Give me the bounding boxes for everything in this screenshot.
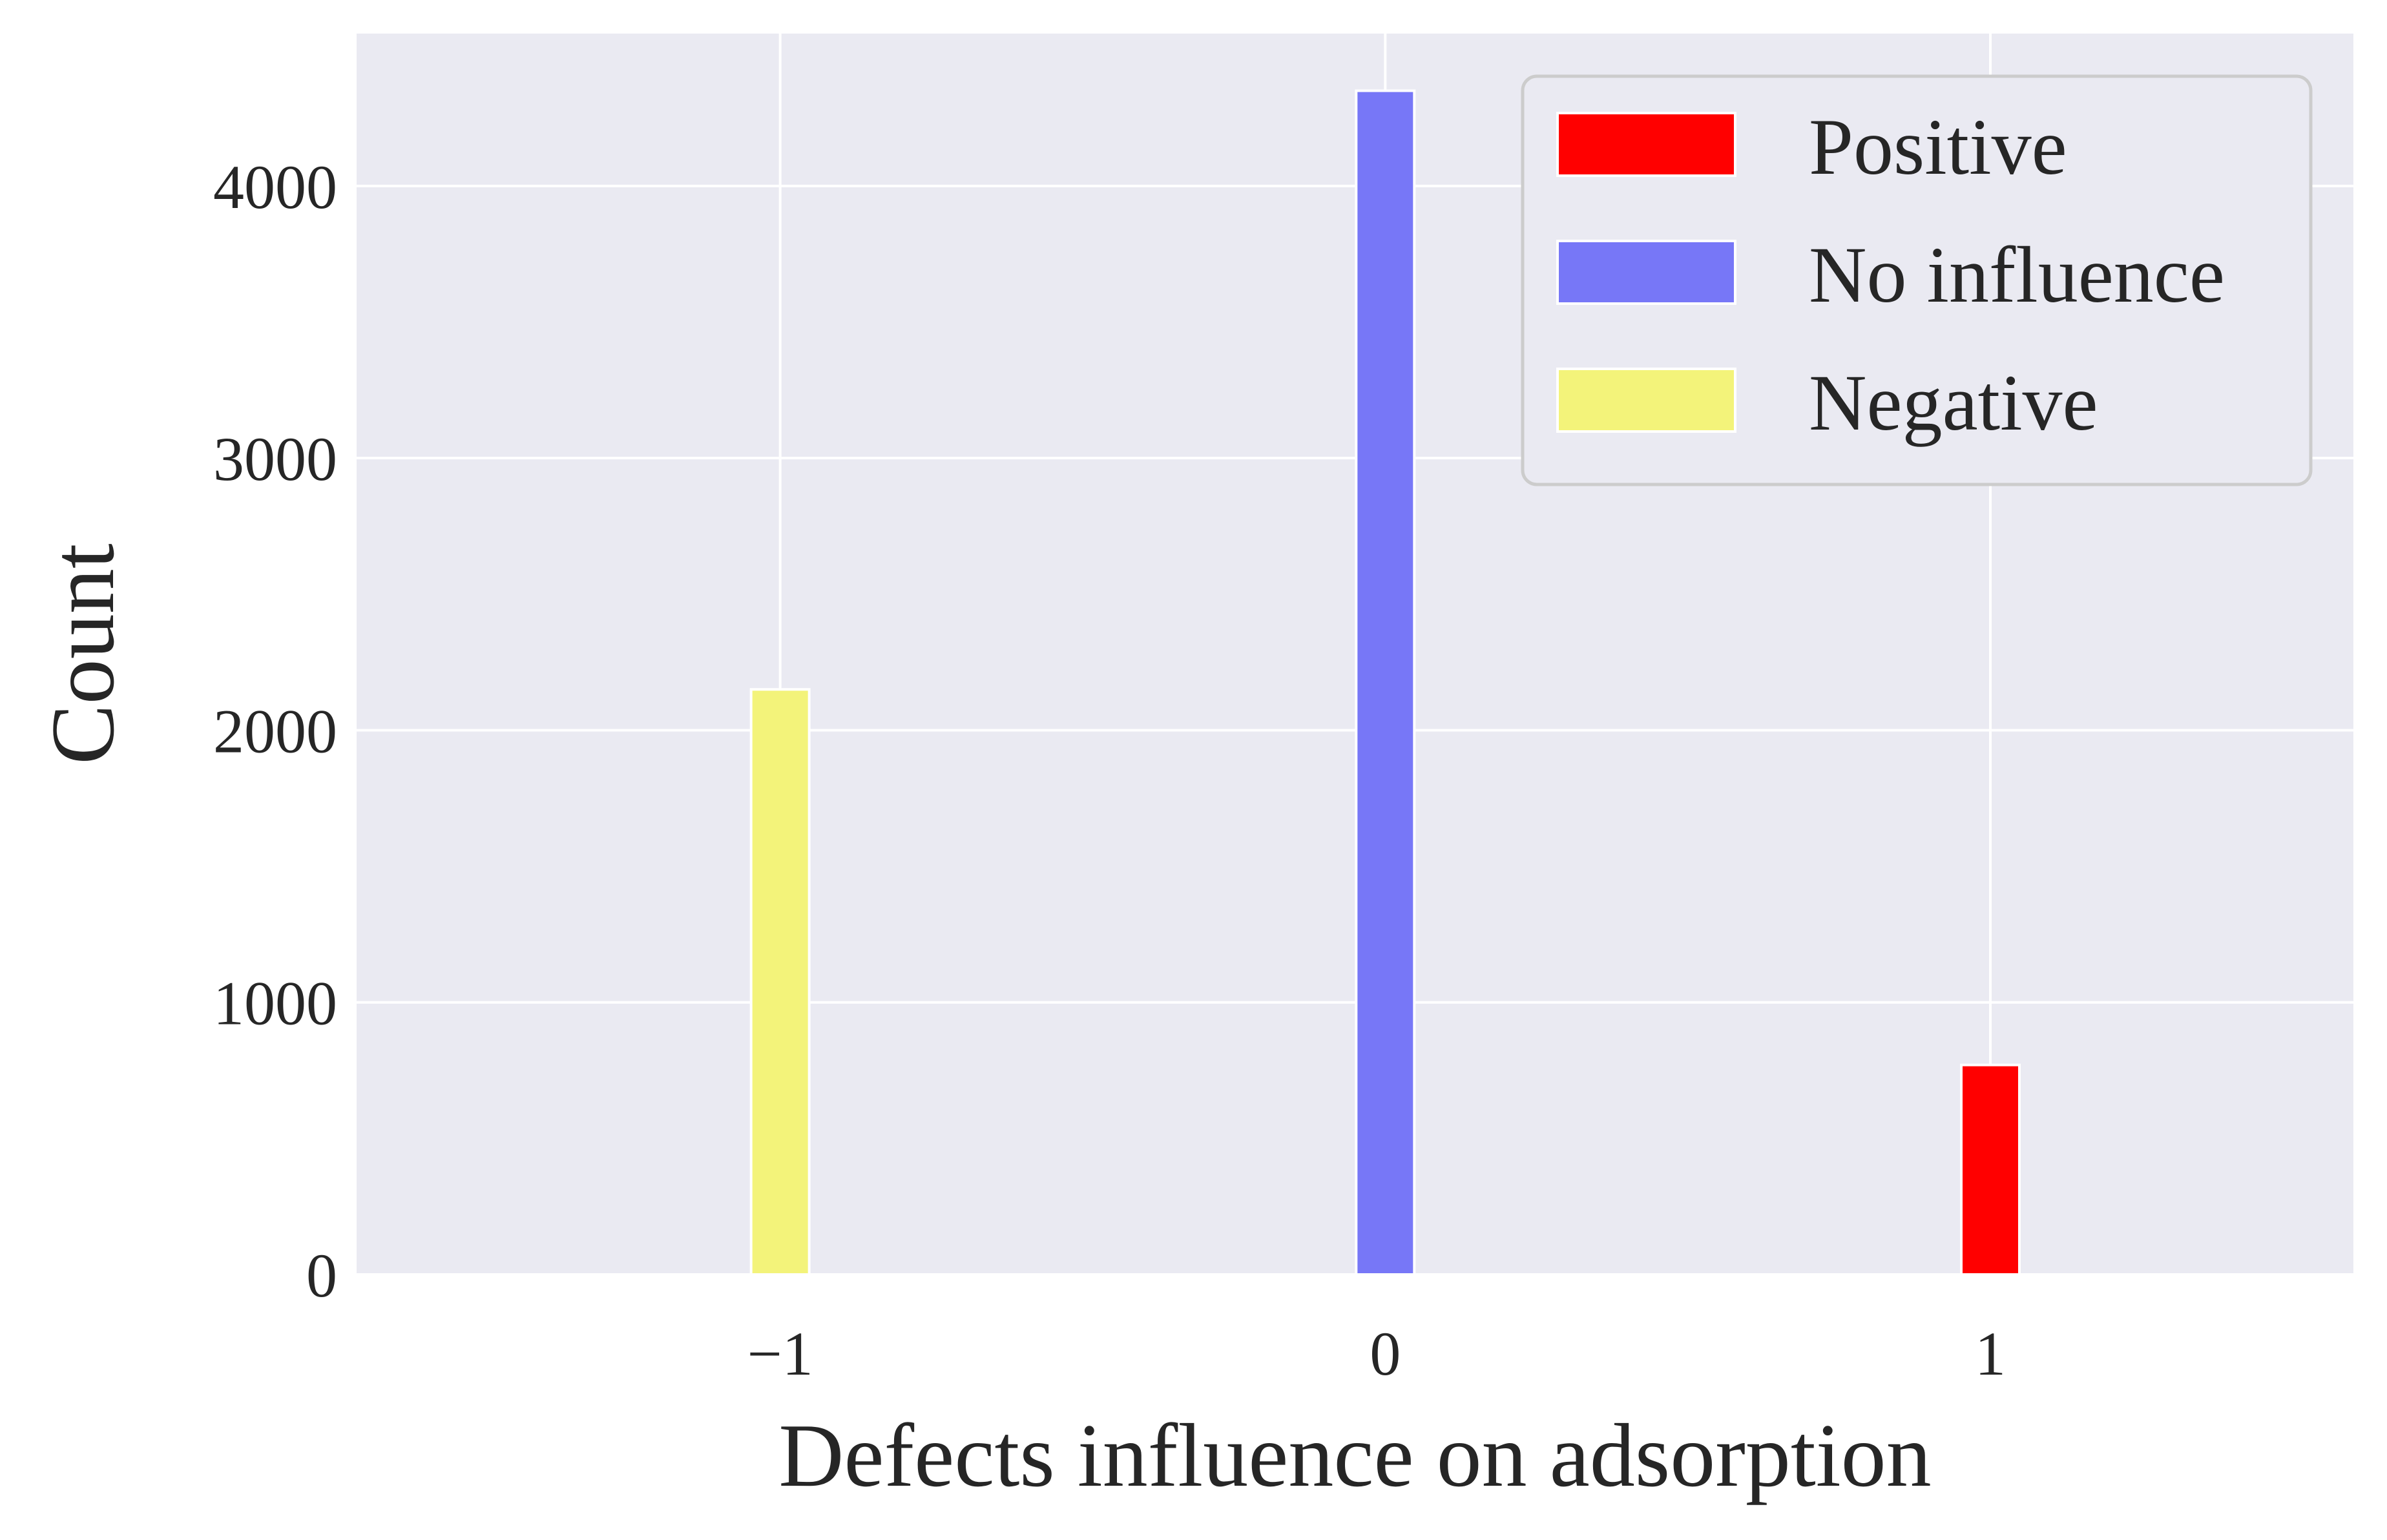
y-tick-label: 3000 [213,424,337,494]
legend-label: No influence [1809,231,2225,319]
x-tick-label: 1 [1975,1319,2006,1388]
y-axis-ticks: 0 1000 2000 3000 4000 [213,152,337,1310]
bars [749,89,2021,1276]
y-tick-label: 4000 [213,152,337,222]
legend-label: Positive [1809,103,2067,191]
bar-positive [1960,1063,2021,1276]
legend: Positive No influence Negative [1521,74,2313,486]
y-tick-label: 0 [306,1241,337,1310]
legend-swatch-no-influence [1556,240,1736,305]
x-tick-label: −1 [747,1319,813,1388]
y-axis-label: Count [33,543,133,764]
legend-label: Negative [1809,359,2098,447]
y-tick-label: 2000 [213,696,337,765]
legend-swatch-positive [1556,112,1736,177]
bar-no-influence [1355,89,1416,1276]
x-axis-ticks: −1 0 1 [747,1319,2006,1388]
legend-swatch-negative [1556,368,1736,433]
bar-negative [749,688,811,1276]
x-tick-label: 0 [1370,1319,1401,1388]
x-axis-label: Defects influence on adsorption [778,1406,1931,1506]
y-tick-label: 1000 [213,969,337,1038]
